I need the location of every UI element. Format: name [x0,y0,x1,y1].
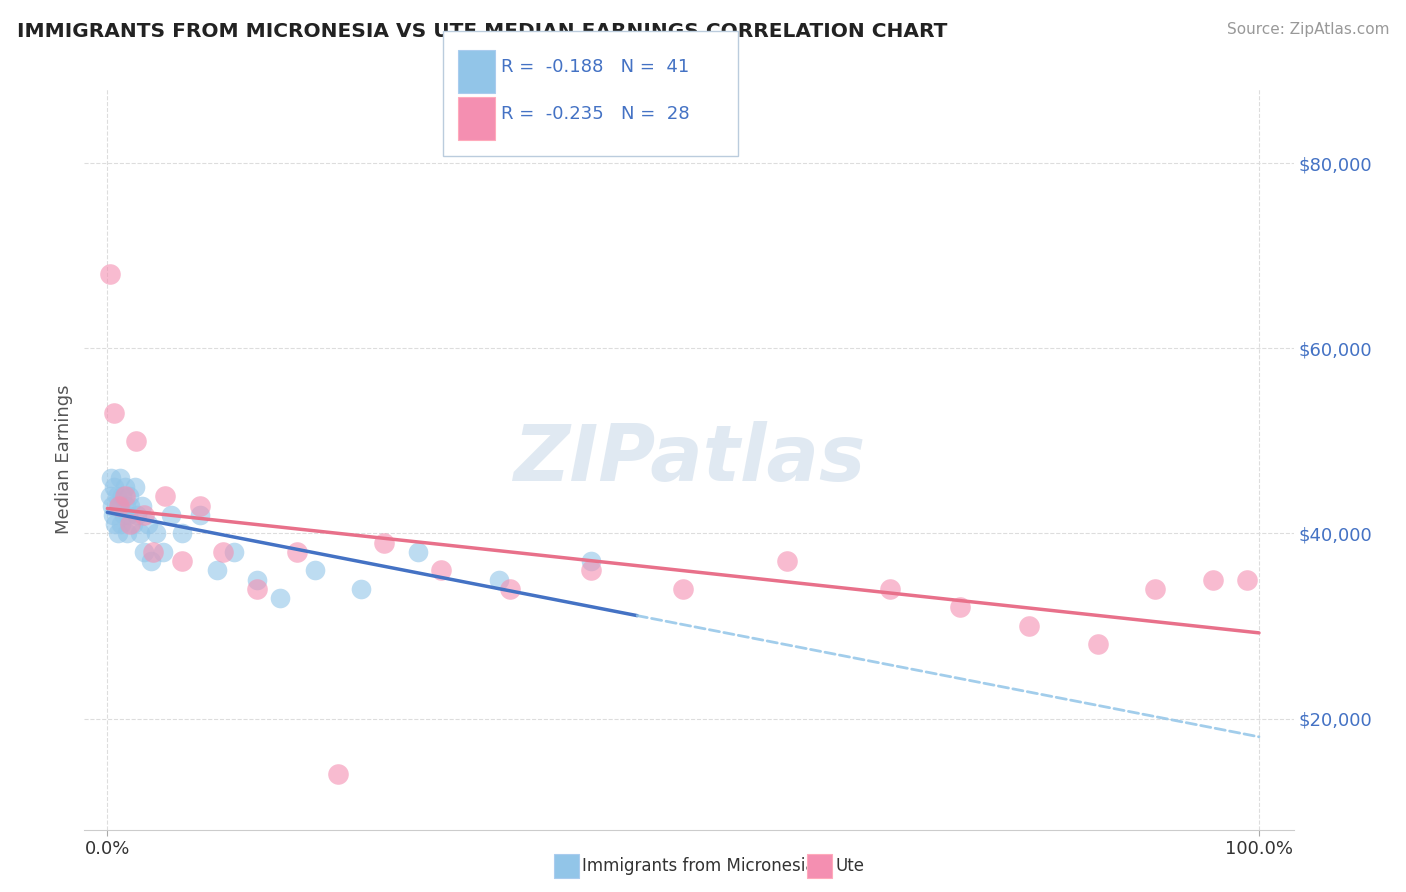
Point [110,517,132,532]
Text: Ute: Ute [835,857,865,875]
Point [287,545,309,559]
Point [114,499,136,513]
Point [98,268,121,282]
Point [103,406,125,420]
Point [579,564,602,578]
Point [304,564,326,578]
Point [101,499,124,513]
Point [136,517,159,532]
Point [107,526,129,541]
Point [105,489,128,503]
Point [948,600,970,615]
Point [125,434,148,448]
Point [579,554,602,568]
Point [499,582,522,596]
Point [114,489,136,503]
Point [159,508,181,522]
Point [121,517,143,532]
Point [430,564,453,578]
Point [141,554,163,568]
Point [120,517,142,532]
Point [1236,573,1258,587]
Point [152,545,174,559]
Point [111,489,134,503]
Point [108,499,131,513]
Point [115,526,138,541]
Point [120,499,142,513]
Point [131,499,153,513]
Point [246,582,269,596]
Text: Source: ZipAtlas.com: Source: ZipAtlas.com [1226,22,1389,37]
Point [117,508,139,522]
Point [153,489,176,503]
Point [373,535,395,549]
Point [1087,637,1109,651]
Point [776,554,799,568]
Point [134,545,156,559]
Point [142,545,165,559]
Point [188,508,211,522]
Point [879,582,901,596]
Text: R =  -0.188   N =  41: R = -0.188 N = 41 [501,58,689,76]
Point [127,508,149,522]
Text: R =  -0.235   N =  28: R = -0.235 N = 28 [501,105,689,123]
Point [1018,619,1040,633]
Point [108,499,131,513]
Point [326,767,349,781]
Point [118,489,141,503]
Point [246,573,269,587]
Point [172,554,194,568]
Point [124,480,146,494]
Point [350,582,373,596]
Point [672,582,695,596]
Point [172,526,194,541]
Text: ZIPatlas: ZIPatlas [513,421,865,498]
Text: Immigrants from Micronesia: Immigrants from Micronesia [582,857,815,875]
Point [1202,573,1225,587]
Point [101,508,124,522]
Point [211,545,233,559]
Point [269,591,291,606]
Text: IMMIGRANTS FROM MICRONESIA VS UTE MEDIAN EARNINGS CORRELATION CHART: IMMIGRANTS FROM MICRONESIA VS UTE MEDIAN… [17,22,948,41]
Point [98,489,121,503]
Point [222,545,245,559]
Point [103,480,125,494]
Point [100,471,122,485]
Point [128,526,150,541]
Point [104,517,127,532]
Point [112,508,135,522]
Point [188,499,211,513]
Y-axis label: Median Earnings: Median Earnings [55,384,73,534]
Point [1144,582,1167,596]
Point [145,526,167,541]
Point [408,545,430,559]
Point [488,573,510,587]
Point [108,471,131,485]
Point [114,480,136,494]
Point [205,564,228,578]
Point [134,508,156,522]
